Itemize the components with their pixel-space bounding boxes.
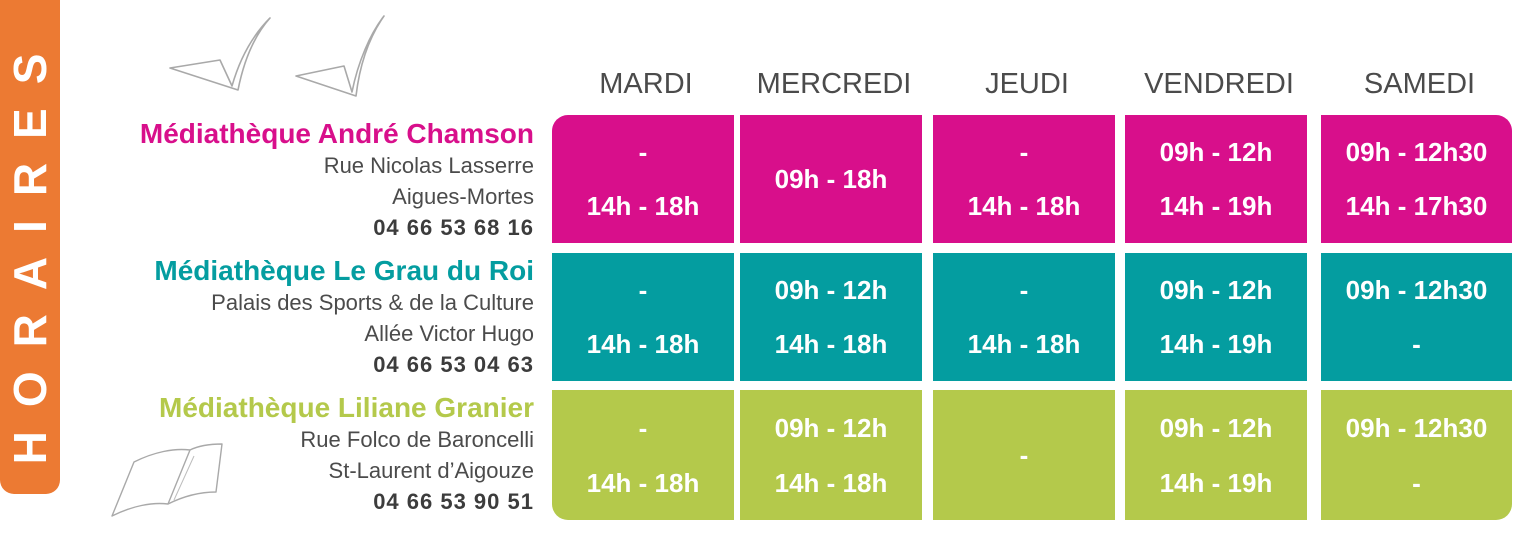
library-phone: 04 66 53 04 63 xyxy=(373,352,534,377)
schedule-cell-mardi: - 14h - 18h xyxy=(552,253,734,381)
time-slot: 09h - 12h30 xyxy=(1345,137,1488,167)
schedule-cell-jeudi: - xyxy=(933,390,1115,520)
library-address-line: St-Laurent d’Aigouze xyxy=(328,458,534,483)
schedule-cell-samedi: 09h - 12h30 - xyxy=(1321,390,1512,520)
library-block: Médiathèque Liliane Granier Rue Folco de … xyxy=(64,392,534,517)
horaires-title: HORAIRES xyxy=(4,29,56,465)
library-address-line: Palais des Sports & de la Culture xyxy=(211,290,534,315)
time-slot: 14h - 19h xyxy=(1159,329,1273,359)
library-phone: 04 66 53 90 51 xyxy=(373,489,534,514)
time-slot: 14h - 19h xyxy=(1159,191,1273,221)
time-slot: 09h - 12h xyxy=(774,412,888,443)
time-slot: 09h - 12h xyxy=(1159,137,1273,167)
schedule-cell-mardi: - 14h - 18h xyxy=(552,390,734,520)
library-address-line: Aigues-Mortes xyxy=(392,184,534,209)
schedule-cell-mercredi: 09h - 12h 14h - 18h xyxy=(740,253,922,381)
schedule-cell-vendredi: 09h - 12h 14h - 19h xyxy=(1125,115,1307,243)
day-header-mardi: MARDI xyxy=(599,68,693,100)
schedule-cell-samedi: 09h - 12h30 14h - 17h30 xyxy=(1321,115,1512,243)
time-slot: 14h - 17h30 xyxy=(1345,191,1488,221)
time-slot: 14h - 18h xyxy=(774,467,888,498)
schedule-cell-jeudi: - 14h - 18h xyxy=(933,115,1115,243)
time-slot: 14h - 18h xyxy=(586,191,700,221)
day-header-jeudi: JEUDI xyxy=(985,68,1069,100)
time-slot: 14h - 18h xyxy=(967,191,1081,221)
time-slot: - xyxy=(638,137,648,167)
time-slot: - xyxy=(1019,275,1029,305)
schedule-cell-mercredi: 09h - 12h 14h - 18h xyxy=(740,390,922,520)
day-header-vendredi: VENDREDI xyxy=(1144,68,1294,100)
time-slot: 09h - 12h xyxy=(1159,412,1273,443)
library-name: Médiathèque André Chamson xyxy=(139,118,534,149)
time-slot: - xyxy=(638,412,648,443)
library-block: Médiathèque Le Grau du Roi Palais des Spo… xyxy=(64,255,534,380)
schedule-cell-mardi: - 14h - 18h xyxy=(552,115,734,243)
day-header-samedi: SAMEDI xyxy=(1363,68,1476,100)
time-slot: - xyxy=(1019,137,1029,167)
day-header-mercredi: MERCREDI xyxy=(756,68,912,100)
horaires-banner: HORAIRES xyxy=(0,0,60,494)
bird-sketch-icon xyxy=(169,15,385,97)
time-slot: - xyxy=(1412,329,1421,359)
library-address-line: Rue Folco de Baroncelli xyxy=(300,427,534,452)
library-block: Médiathèque André Chamson Rue Nicolas Las… xyxy=(64,118,534,243)
schedule-cell-mercredi: 09h - 18h xyxy=(740,115,922,243)
time-slot: 14h - 18h xyxy=(967,329,1081,359)
time-slot: 09h - 12h30 xyxy=(1345,275,1488,305)
time-slot: 09h - 12h30 xyxy=(1345,412,1488,443)
library-phone: 04 66 53 68 16 xyxy=(373,215,534,240)
time-slot: 14h - 18h xyxy=(586,467,700,498)
time-slot: 09h - 12h xyxy=(1159,275,1273,305)
library-address-line: Allée Victor Hugo xyxy=(364,321,534,346)
open-book-sketch-icon xyxy=(111,443,223,517)
time-slot: - xyxy=(1019,440,1029,470)
time-slot: 09h - 18h xyxy=(774,164,888,194)
time-slot: 14h - 19h xyxy=(1159,467,1273,498)
time-slot: 09h - 12h xyxy=(774,275,888,305)
time-slot: 14h - 18h xyxy=(586,329,700,359)
time-slot: - xyxy=(1412,467,1421,498)
library-name: Médiathèque Liliane Granier xyxy=(159,392,534,423)
schedule-cell-vendredi: 09h - 12h 14h - 19h xyxy=(1125,253,1307,381)
time-slot: 14h - 18h xyxy=(774,329,888,359)
schedule-cell-samedi: 09h - 12h30 - xyxy=(1321,253,1512,381)
schedule-cell-jeudi: - 14h - 18h xyxy=(933,253,1115,381)
library-name: Médiathèque Le Grau du Roi xyxy=(154,255,534,286)
time-slot: - xyxy=(638,275,648,305)
schedule-cell-vendredi: 09h - 12h 14h - 19h xyxy=(1125,390,1307,520)
library-address-line: Rue Nicolas Lasserre xyxy=(323,153,534,178)
